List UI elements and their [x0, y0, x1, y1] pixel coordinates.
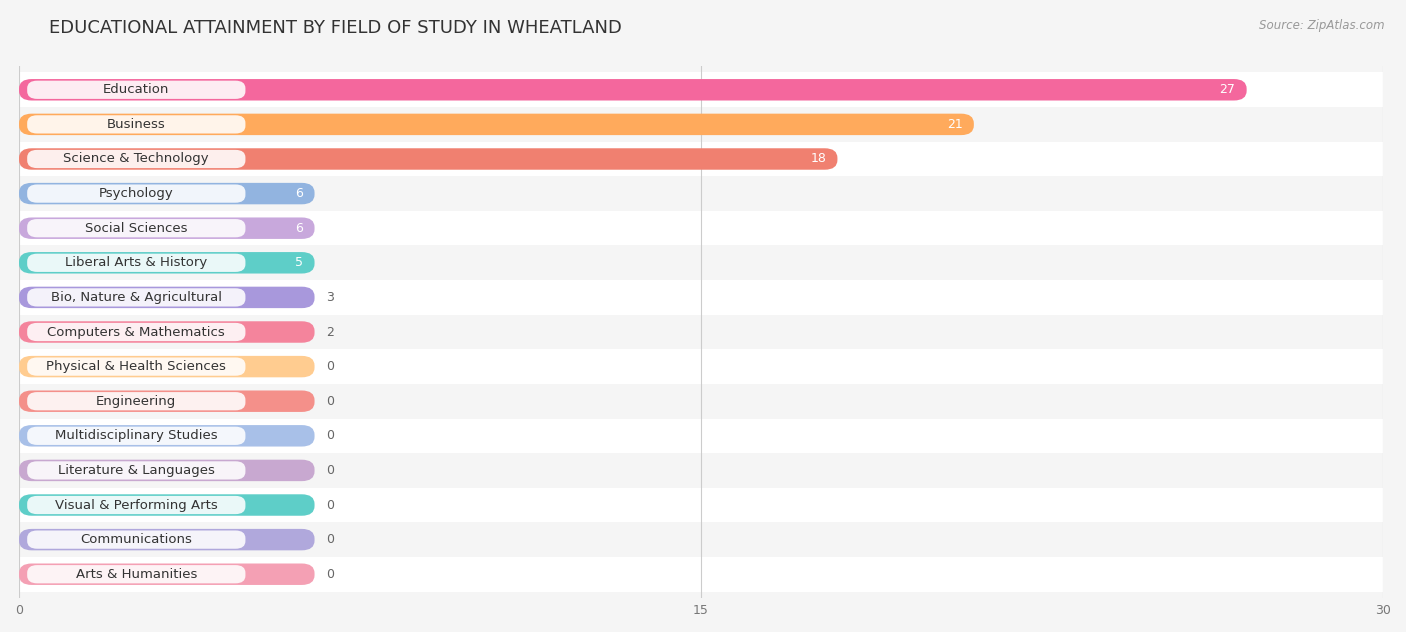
FancyBboxPatch shape — [20, 529, 315, 550]
FancyBboxPatch shape — [20, 79, 1247, 100]
Text: Communications: Communications — [80, 533, 193, 546]
FancyBboxPatch shape — [20, 217, 315, 239]
Text: Liberal Arts & History: Liberal Arts & History — [65, 257, 208, 269]
FancyBboxPatch shape — [20, 142, 1384, 176]
FancyBboxPatch shape — [27, 496, 246, 514]
FancyBboxPatch shape — [20, 245, 1384, 280]
FancyBboxPatch shape — [20, 252, 315, 274]
FancyBboxPatch shape — [20, 114, 974, 135]
Text: Literature & Languages: Literature & Languages — [58, 464, 215, 477]
Text: 6: 6 — [295, 187, 304, 200]
Text: 0: 0 — [326, 360, 333, 373]
FancyBboxPatch shape — [20, 425, 315, 447]
Text: Business: Business — [107, 118, 166, 131]
Text: 18: 18 — [810, 152, 827, 166]
Text: 0: 0 — [326, 568, 333, 581]
Text: Psychology: Psychology — [98, 187, 174, 200]
FancyBboxPatch shape — [20, 384, 1384, 418]
FancyBboxPatch shape — [20, 107, 1384, 142]
Text: Visual & Performing Arts: Visual & Performing Arts — [55, 499, 218, 511]
FancyBboxPatch shape — [27, 530, 246, 549]
FancyBboxPatch shape — [20, 315, 1384, 349]
Text: 6: 6 — [295, 222, 304, 234]
Text: EDUCATIONAL ATTAINMENT BY FIELD OF STUDY IN WHEATLAND: EDUCATIONAL ATTAINMENT BY FIELD OF STUDY… — [49, 19, 621, 37]
Text: 0: 0 — [326, 395, 333, 408]
FancyBboxPatch shape — [20, 564, 315, 585]
FancyBboxPatch shape — [20, 149, 838, 170]
FancyBboxPatch shape — [20, 349, 1384, 384]
Text: 0: 0 — [326, 464, 333, 477]
Text: Engineering: Engineering — [96, 395, 176, 408]
FancyBboxPatch shape — [20, 453, 1384, 488]
FancyBboxPatch shape — [20, 73, 1384, 107]
Text: 0: 0 — [326, 499, 333, 511]
FancyBboxPatch shape — [20, 356, 315, 377]
Text: 21: 21 — [946, 118, 963, 131]
FancyBboxPatch shape — [27, 185, 246, 203]
FancyBboxPatch shape — [27, 150, 246, 168]
FancyBboxPatch shape — [27, 565, 246, 583]
FancyBboxPatch shape — [27, 461, 246, 480]
FancyBboxPatch shape — [27, 253, 246, 272]
FancyBboxPatch shape — [20, 211, 1384, 245]
Text: Computers & Mathematics: Computers & Mathematics — [48, 325, 225, 339]
FancyBboxPatch shape — [27, 288, 246, 307]
FancyBboxPatch shape — [20, 494, 315, 516]
Text: Education: Education — [103, 83, 170, 96]
Text: Science & Technology: Science & Technology — [63, 152, 209, 166]
FancyBboxPatch shape — [27, 427, 246, 445]
FancyBboxPatch shape — [20, 176, 1384, 211]
FancyBboxPatch shape — [20, 321, 315, 343]
FancyBboxPatch shape — [27, 358, 246, 375]
FancyBboxPatch shape — [27, 392, 246, 410]
Text: Source: ZipAtlas.com: Source: ZipAtlas.com — [1260, 19, 1385, 32]
FancyBboxPatch shape — [27, 115, 246, 133]
Text: 5: 5 — [295, 257, 304, 269]
Text: Arts & Humanities: Arts & Humanities — [76, 568, 197, 581]
Text: Social Sciences: Social Sciences — [84, 222, 187, 234]
FancyBboxPatch shape — [20, 488, 1384, 522]
FancyBboxPatch shape — [20, 287, 315, 308]
FancyBboxPatch shape — [27, 219, 246, 237]
Text: 27: 27 — [1219, 83, 1236, 96]
Text: 0: 0 — [326, 533, 333, 546]
FancyBboxPatch shape — [20, 418, 1384, 453]
Text: Physical & Health Sciences: Physical & Health Sciences — [46, 360, 226, 373]
Text: Bio, Nature & Agricultural: Bio, Nature & Agricultural — [51, 291, 222, 304]
Text: Multidisciplinary Studies: Multidisciplinary Studies — [55, 429, 218, 442]
FancyBboxPatch shape — [20, 280, 1384, 315]
FancyBboxPatch shape — [20, 183, 315, 204]
Text: 3: 3 — [326, 291, 333, 304]
Text: 0: 0 — [326, 429, 333, 442]
FancyBboxPatch shape — [27, 323, 246, 341]
FancyBboxPatch shape — [20, 459, 315, 481]
FancyBboxPatch shape — [27, 81, 246, 99]
FancyBboxPatch shape — [20, 522, 1384, 557]
FancyBboxPatch shape — [20, 391, 315, 412]
FancyBboxPatch shape — [20, 557, 1384, 592]
Text: 2: 2 — [326, 325, 333, 339]
